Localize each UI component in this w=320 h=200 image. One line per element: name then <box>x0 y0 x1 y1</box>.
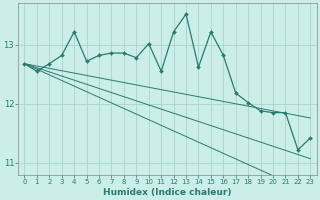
X-axis label: Humidex (Indice chaleur): Humidex (Indice chaleur) <box>103 188 232 197</box>
